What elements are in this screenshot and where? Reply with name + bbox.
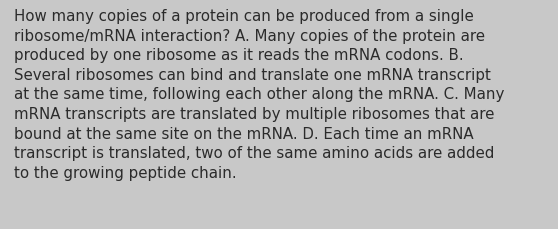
Text: How many copies of a protein can be produced from a single
ribosome/mRNA interac: How many copies of a protein can be prod… [14, 9, 504, 180]
